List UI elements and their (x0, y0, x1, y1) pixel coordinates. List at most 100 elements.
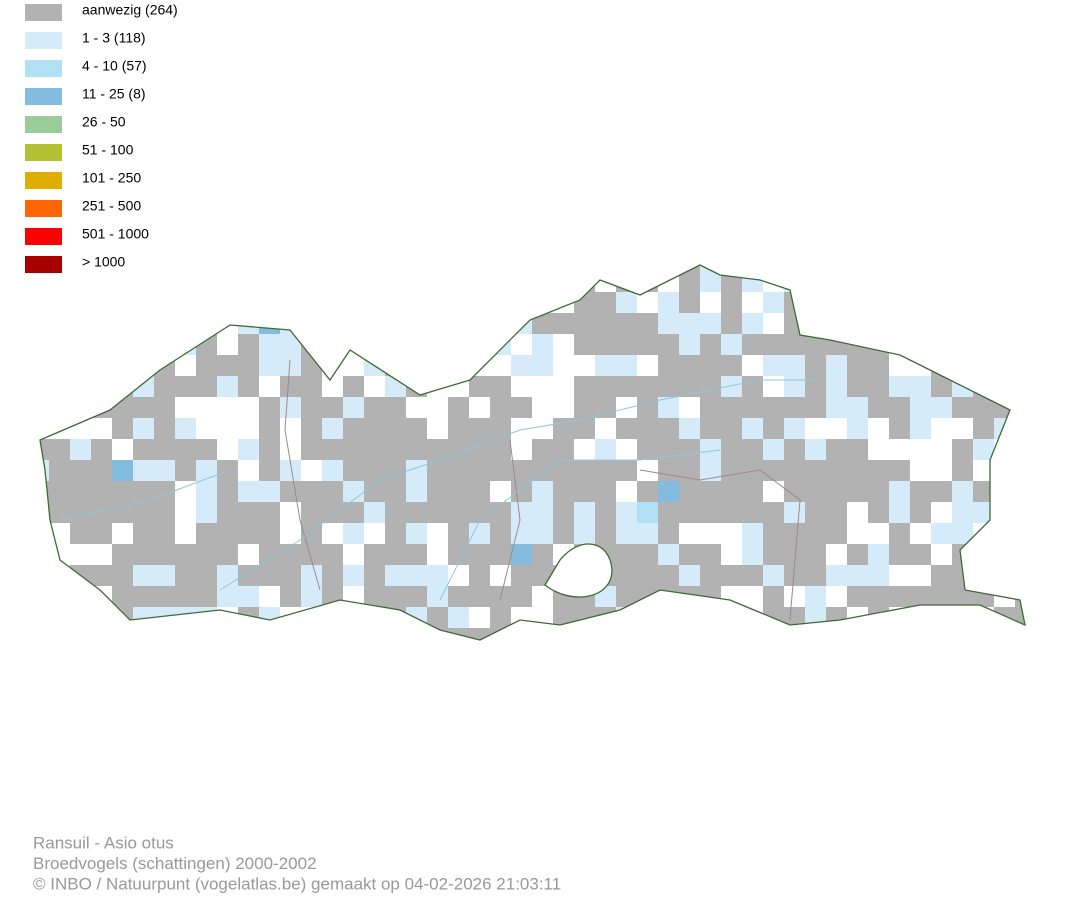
grid-cell (217, 355, 238, 376)
grid-cell (595, 292, 616, 313)
grid-cell (322, 313, 343, 334)
grid-cell (532, 265, 553, 271)
grid-cell (490, 355, 511, 376)
grid-cell (427, 565, 448, 586)
grid-cell (721, 265, 742, 271)
grid-cell (637, 265, 658, 271)
grid-cell (763, 481, 784, 502)
grid-cell (301, 313, 322, 334)
grid-cell (805, 313, 826, 334)
grid-cell (364, 502, 385, 523)
enclave-border (544, 543, 613, 598)
grid-cell (1015, 481, 1025, 502)
grid-cell (994, 628, 1015, 640)
grid-cell (553, 460, 574, 481)
grid-cell (511, 292, 532, 313)
grid-cell (406, 586, 427, 607)
grid-cell (427, 460, 448, 481)
grid-cell (973, 292, 994, 313)
grid-cell (322, 418, 343, 439)
grid-cell (931, 607, 952, 628)
grid-cell (427, 502, 448, 523)
grid-cell (259, 481, 280, 502)
grid-cell (154, 523, 175, 544)
grid-cell (763, 292, 784, 313)
grid-cell (469, 565, 490, 586)
grid-cell (40, 502, 49, 523)
grid-cell (301, 265, 322, 271)
grid-cell (322, 481, 343, 502)
grid-cell (826, 586, 847, 607)
legend-label: 101 - 250 (82, 170, 141, 186)
grid-cell (637, 439, 658, 460)
grid-cell (385, 265, 406, 271)
grid-cell (784, 628, 805, 640)
grid-cell (322, 628, 343, 640)
grid-cell (742, 313, 763, 334)
grid-cell (847, 502, 868, 523)
grid-cell (280, 376, 301, 397)
grid-cell (532, 460, 553, 481)
grid-cell (574, 265, 595, 271)
grid-cell (343, 376, 364, 397)
grid-cell (70, 586, 91, 607)
grid-cell (280, 418, 301, 439)
grid-cell (322, 271, 343, 292)
grid-cell (175, 313, 196, 334)
grid-cell (847, 460, 868, 481)
grid-cell (889, 376, 910, 397)
grid-cell (427, 355, 448, 376)
grid-cell (931, 397, 952, 418)
grid-cell (637, 628, 658, 640)
grid-cell (616, 481, 637, 502)
grid-cell (910, 271, 931, 292)
legend-swatch (25, 228, 62, 245)
grid-cell (343, 313, 364, 334)
grid-cell (994, 565, 1015, 586)
grid-cell (994, 502, 1015, 523)
grid-cell (238, 265, 259, 271)
grid-cell (994, 313, 1015, 334)
grid-cell (112, 502, 133, 523)
grid-cell (973, 439, 994, 460)
grid-cell (532, 355, 553, 376)
grid-cell (490, 334, 511, 355)
legend-label: 4 - 10 (57) (82, 58, 147, 74)
grid-cell (91, 355, 112, 376)
grid-cell (616, 397, 637, 418)
grid-cell (322, 265, 343, 271)
grid-cell (343, 397, 364, 418)
grid-cell (742, 607, 763, 628)
grid-cell (868, 292, 889, 313)
grid-cell (112, 628, 133, 640)
grid-cell (1015, 565, 1025, 586)
grid-cell (364, 586, 385, 607)
grid-cell (742, 418, 763, 439)
grid-cell (973, 265, 994, 271)
legend-label: 1 - 3 (118) (82, 30, 146, 46)
grid-cell (595, 313, 616, 334)
grid-cell (910, 292, 931, 313)
grid-cell (784, 481, 805, 502)
grid-cell (1015, 397, 1025, 418)
grid-cell (448, 292, 469, 313)
grid-cell (931, 460, 952, 481)
grid-cell (112, 355, 133, 376)
grid-cell (49, 313, 70, 334)
footer-line: © INBO / Natuurpunt (vogelatlas.be) gema… (33, 874, 561, 893)
grid-cell (91, 376, 112, 397)
grid-cell (322, 565, 343, 586)
grid-cell (616, 586, 637, 607)
grid-cell (742, 292, 763, 313)
grid-cell (238, 565, 259, 586)
grid-cell (889, 355, 910, 376)
grid-cell (259, 334, 280, 355)
grid-cell (133, 418, 154, 439)
grid-cell (175, 628, 196, 640)
grid-cell (532, 544, 553, 565)
grid-cell (973, 502, 994, 523)
grid-cell (133, 265, 154, 271)
grid-cell (973, 271, 994, 292)
grid-cell (259, 355, 280, 376)
grid-cell (826, 265, 847, 271)
